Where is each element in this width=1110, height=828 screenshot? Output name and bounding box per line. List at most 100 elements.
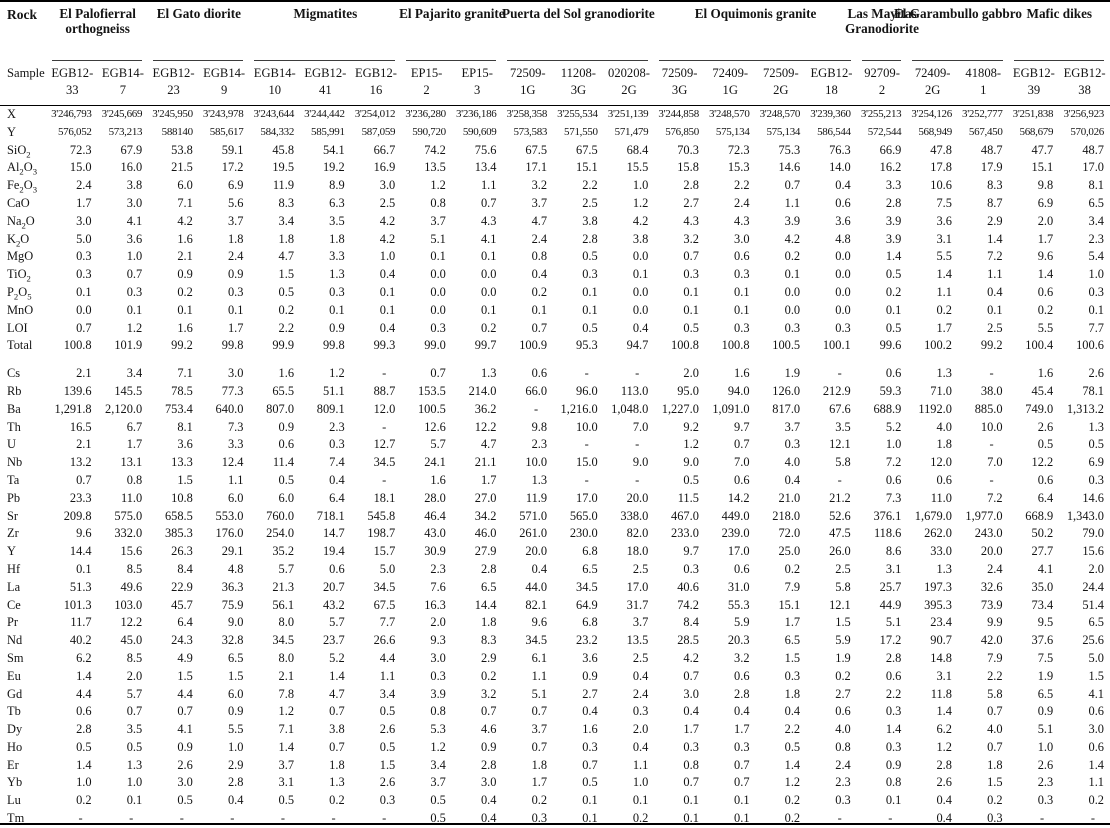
value-cell: 0.0 [480, 267, 497, 282]
value-cell: 688.9 [873, 401, 902, 416]
value-cell: 7.0 [632, 419, 649, 434]
value-cell: 9.2 [683, 419, 699, 434]
value-cell: 25.7 [879, 579, 902, 594]
value-cell: 2.6 [379, 775, 396, 790]
value-cell: 2.3 [329, 419, 345, 434]
value-cell: 0.7 [683, 668, 699, 683]
value-cell: 95.0 [677, 383, 699, 398]
value-cell: 1.7 [784, 615, 801, 630]
value-cell: 37.6 [1031, 633, 1054, 648]
value-cell: 2.3 [1088, 231, 1105, 246]
value-cell: 27.0 [474, 490, 497, 505]
sample-id-72509-3g: 72509- 3G [654, 62, 705, 106]
value-cell-empty: - [129, 811, 134, 826]
value-cell: 1.7 [1037, 231, 1054, 246]
value-cell: 212.9 [822, 383, 851, 398]
value-cell: 3.4 [278, 213, 295, 228]
value-cell-empty: - [179, 811, 184, 826]
value-cell: 74.2 [424, 142, 446, 157]
value-cell: 11.0 [930, 490, 952, 505]
value-cell: 3'251,139 [607, 108, 649, 120]
value-cell: 26.0 [829, 544, 851, 559]
sample-id-egb12-23: EGB12- 23 [148, 62, 199, 106]
value-cell: 17.2 [879, 633, 902, 648]
value-cell: 23.7 [322, 633, 345, 648]
value-cell: 0.4 [987, 284, 1003, 299]
value-cell: 32.8 [221, 633, 244, 648]
value-cell: 2.0 [683, 366, 699, 381]
value-cell: 1.5 [177, 668, 193, 683]
value-cell: 254.0 [266, 526, 295, 541]
value-cell: 56.1 [272, 597, 295, 612]
value-cell: 0.1 [76, 284, 92, 299]
value-cell: 0.9 [1037, 704, 1054, 719]
group-header-mafic-dikes: Mafic dikes [1009, 2, 1110, 62]
value-cell: 5.7 [126, 686, 143, 701]
value-cell: 3.8 [329, 722, 345, 737]
value-cell: 3'236,186 [455, 108, 497, 120]
value-cell: 15.1 [576, 160, 598, 175]
value-cell: 3.7 [278, 757, 295, 772]
value-cell: 5.8 [835, 579, 851, 594]
row-label: Sr [7, 508, 19, 523]
value-cell: 18.1 [373, 490, 396, 505]
value-cell: 10.6 [930, 178, 952, 193]
value-cell: 6.2 [936, 722, 952, 737]
value-cell: 0.3 [784, 320, 801, 335]
value-cell: 0.0 [430, 284, 446, 299]
value-cell: 1,291.8 [54, 401, 92, 416]
value-cell: 16.3 [424, 597, 446, 612]
value-cell: 15.7 [373, 544, 396, 559]
value-cell: 640.0 [215, 401, 244, 416]
value-cell: 0.1 [531, 302, 548, 317]
value-cell: 3.0 [430, 650, 446, 665]
value-cell: 0.7 [734, 757, 750, 772]
value-cell: 0.2 [784, 249, 801, 264]
value-cell-empty: - [533, 401, 539, 416]
value-cell: 16.2 [879, 160, 902, 175]
value-cell: 8.3 [278, 195, 295, 210]
value-cell: 45.4 [1031, 383, 1054, 398]
sample-id-egb14-10: EGB14- 10 [249, 62, 301, 106]
value-cell: 64.9 [576, 597, 598, 612]
value-cell: 449.0 [721, 508, 750, 523]
value-cell: 0.7 [329, 704, 345, 719]
sample-id-egb12-38: EGB12- 38 [1059, 62, 1110, 106]
value-cell: 0.2 [531, 284, 548, 299]
value-cell: 0.5 [278, 472, 295, 487]
value-cell: 5.1 [430, 231, 446, 246]
value-cell: 49.6 [120, 579, 143, 594]
value-cell: 3'246,793 [51, 108, 92, 120]
row-label: X [7, 107, 16, 121]
value-cell: 5.0 [1088, 650, 1105, 665]
value-cell: 0.8 [531, 249, 548, 264]
value-cell: 25.0 [778, 544, 801, 559]
value-cell: 0.6 [936, 472, 952, 487]
row-label: Ta [7, 472, 20, 487]
value-cell: 19.5 [272, 160, 295, 175]
sample-id-72509-2g: 72509- 2G [755, 62, 807, 106]
value-cell: 101.9 [114, 338, 143, 353]
value-cell: 4.0 [936, 419, 952, 434]
value-cell: 0.9 [227, 704, 244, 719]
value-cell: 3'258,358 [506, 108, 548, 120]
value-cell: 0.2 [784, 811, 801, 826]
value-cell: 99.3 [373, 338, 396, 353]
value-cell: 0.5 [430, 811, 446, 826]
value-cell: 53.8 [171, 142, 193, 157]
value-cell: 1.7 [126, 437, 143, 452]
value-cell: 4.7 [531, 213, 548, 228]
value-cell: 0.5 [177, 793, 193, 808]
value-cell: 76.3 [829, 142, 851, 157]
value-cell: 8.3 [987, 178, 1003, 193]
value-cell: 4.2 [632, 213, 649, 228]
sample-id-egb14-9: EGB14- 9 [198, 62, 250, 106]
value-cell: 567,450 [968, 125, 1003, 138]
value-cell: 8.4 [683, 615, 699, 630]
value-cell: 51.1 [322, 383, 345, 398]
value-cell: 1.0 [126, 249, 143, 264]
value-cell: 6.9 [227, 178, 244, 193]
value-cell: 0.5 [582, 249, 598, 264]
value-cell: 3'245,950 [152, 108, 193, 120]
value-cell: 1.8 [480, 615, 497, 630]
